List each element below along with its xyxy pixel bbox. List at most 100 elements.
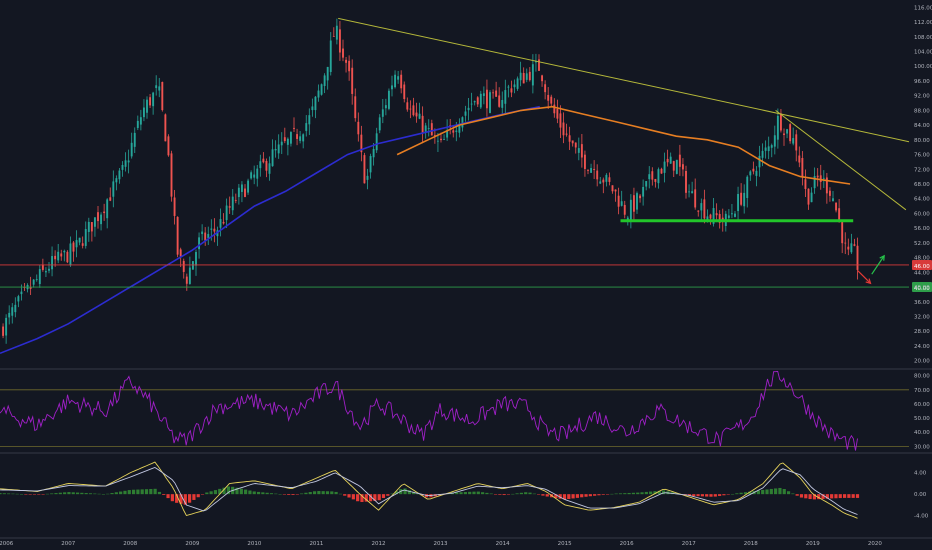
candle [268,163,271,174]
candle [446,130,449,138]
candle [66,251,69,263]
macd-histogram-bar [123,490,127,495]
macd-histogram-bar [321,491,325,495]
candle [323,75,326,86]
price-tick-label: 28.00 [914,329,930,335]
candle [718,213,721,223]
candle [669,156,672,164]
macd-histogram-bar [851,494,855,498]
macd-histogram-bar [106,493,110,495]
macd-histogram-bar [24,494,28,495]
candle [265,161,268,171]
macd-histogram-bar [394,491,399,495]
macd-histogram-bar [519,492,523,495]
macd-histogram-bar [80,492,84,495]
price-tick-label: 92.00 [914,94,930,100]
candle [587,169,589,171]
price-pane[interactable] [0,17,932,539]
candle [234,200,237,201]
candle [63,250,66,253]
candle [427,128,430,129]
candle [115,178,118,183]
macd-histogram-bar [252,491,256,495]
macd-histogram-bar [718,494,722,496]
candle [38,269,41,285]
price-axis[interactable]: 46.00 40.00 116.00 112.00 108.00 104.00 100.00… [912,5,932,520]
price-label-badge [912,282,932,293]
candle [632,195,635,212]
candle [464,111,467,116]
candle [363,155,366,184]
candle [822,177,825,179]
macd-histogram-bar [687,494,692,496]
candle [51,256,54,270]
candle [452,130,455,133]
rsi-pane[interactable] [0,370,909,451]
macd-histogram-bar [373,494,377,501]
price-label-badge [912,259,932,270]
time-axis[interactable]: 2006 2007 2008 2009 2010 2011 2012 2013 2014 2015… [0,541,882,547]
macd-histogram-bar [325,491,330,495]
candle [767,146,770,152]
macd-pane[interactable] [0,461,860,519]
candle [369,156,372,173]
candle [804,179,807,189]
candle [789,124,792,142]
candle [730,213,733,215]
macd-histogram-bar [610,493,614,495]
moving-average-orange [396,105,851,185]
candle [48,268,50,271]
macd-histogram-bar [636,492,640,495]
candle [360,134,363,153]
time-tick-label: 2020 [868,541,882,547]
candle [210,228,213,230]
candle [100,214,103,225]
macd-histogram-bar [640,492,644,495]
candle [574,142,577,148]
candle [712,208,715,224]
macd-histogram-bar [330,491,334,495]
candle [320,84,323,95]
macd-histogram-bar [127,490,131,495]
candle [155,85,158,89]
candle [832,198,834,202]
candle [835,202,838,211]
candle [44,271,47,273]
price-tick-label: 44.00 [914,270,930,276]
candle [381,109,384,117]
candle [807,188,810,205]
candle [142,107,145,118]
macd-histogram-bar [338,493,343,495]
candle [639,195,642,199]
candle [776,115,779,140]
macd-histogram-bar [761,489,765,495]
candle [8,312,11,318]
macd-histogram-bar [93,493,97,495]
price-tick-label: 52.00 [914,241,930,247]
macd-histogram-bar [605,494,610,495]
candle [121,164,124,170]
macd-histogram-bar [830,494,834,499]
candle [590,168,593,173]
macd-histogram-bar [756,490,760,495]
candle [185,276,188,284]
candle [749,171,752,176]
candle [2,326,5,336]
macd-histogram-bar [140,489,144,495]
macd-histogram-bar [41,494,45,495]
candle [501,99,504,108]
macd-histogram-bar [97,493,101,495]
candle [743,192,746,207]
macd-histogram-bar [248,490,252,495]
candle [112,181,115,197]
macd-histogram-bar [54,493,58,495]
macd-histogram-bar [416,493,420,495]
macd-histogram-bar [834,494,838,499]
candle [176,216,179,255]
candle [642,186,645,197]
candle [611,185,614,192]
macd-histogram-bar [364,494,368,502]
macd-histogram-bar [166,494,170,499]
candle [75,240,78,248]
candle [418,113,421,119]
